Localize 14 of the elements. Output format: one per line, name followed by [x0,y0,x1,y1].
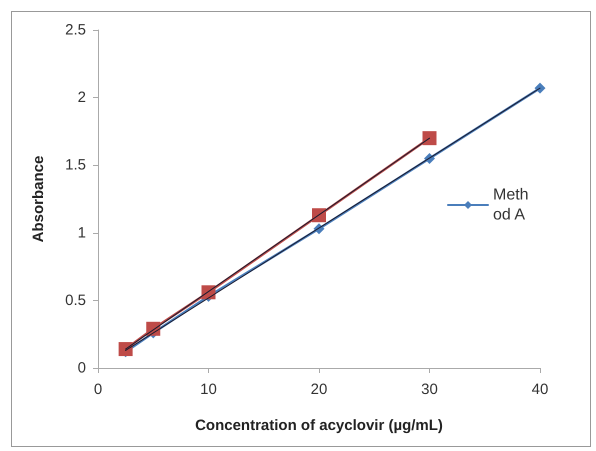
x-tick-label: 0 [94,381,102,398]
y-tick-label: 1 [78,224,86,242]
y-tick-label: 0 [78,360,86,376]
x-tick-label: 30 [421,381,438,398]
y-axis-title: Absorbance [30,156,47,242]
y-tick-label: 1.5 [65,156,86,174]
x-tick-label: 40 [532,381,548,398]
y-tick-label: 2.5 [65,22,86,38]
x-axis-title: Concentration of acyclovir (µg/mL) [195,417,443,434]
x-tick-label: 10 [200,381,217,398]
y-tick-label: 0.5 [65,292,86,309]
y-tick-label: 2 [78,89,86,106]
x-tick-label: 20 [310,381,328,398]
legend-label: Method A [493,186,529,224]
